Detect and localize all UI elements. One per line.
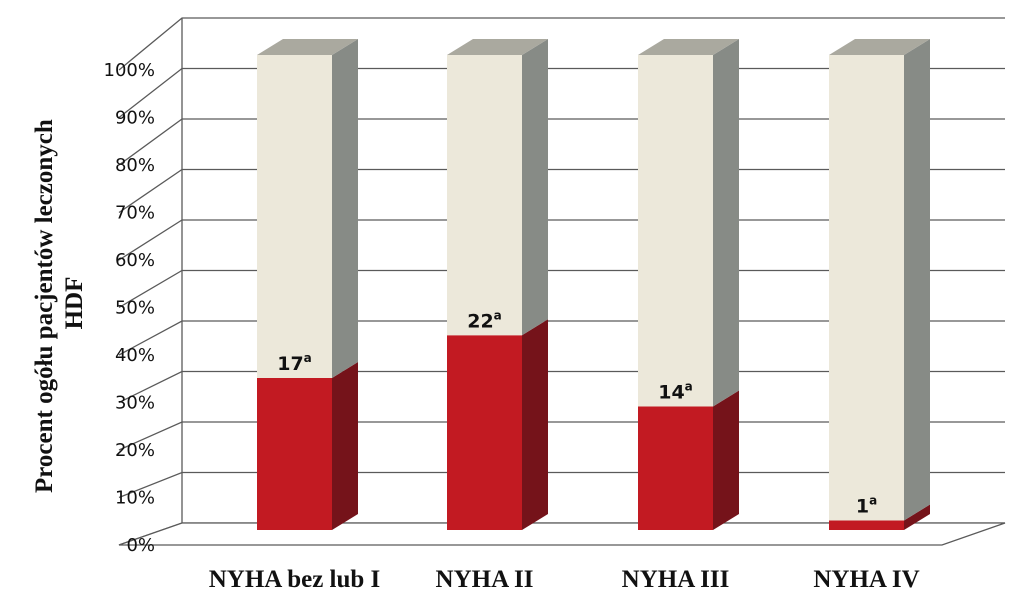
data-label-value: 14 — [658, 382, 684, 404]
y-tick-label: 10% — [115, 488, 155, 509]
data-label-sup: a — [685, 380, 693, 394]
x-tick-label: NYHA IV — [813, 566, 919, 593]
data-label: 22a — [467, 308, 502, 332]
bar-segment-front — [638, 55, 713, 407]
grid-layer — [118, 17, 1006, 546]
bar-segment-side — [522, 39, 548, 336]
chart-floor — [118, 522, 1006, 546]
y-tick-label: 40% — [115, 345, 155, 366]
data-label-sup: a — [304, 351, 312, 365]
bar-top — [829, 39, 930, 55]
y-tick-label: 80% — [115, 155, 155, 176]
x-tick-label: NYHA bez lub I — [209, 566, 381, 593]
data-label-sup: a — [869, 494, 877, 508]
bar-segment-side — [713, 39, 739, 407]
y-tick-labels: 0% 10% 20% 30% 40% 50% 60% 70% 80% 90% 100% — [104, 60, 155, 556]
x-tick-labels: NYHA bez lub I NYHA II NYHA III NYHA IV — [209, 566, 920, 593]
x-tick-label: NYHA II — [436, 566, 534, 593]
y-tick-label: 30% — [115, 393, 155, 414]
bar-segment-front — [447, 55, 522, 336]
data-label-value: 1 — [856, 496, 869, 518]
data-label: 1a — [856, 494, 877, 518]
bar-segment-side — [332, 362, 358, 530]
bar-segment-side — [904, 39, 930, 521]
data-label: 14a — [658, 380, 693, 404]
y-tick-label: 70% — [115, 203, 155, 224]
gridline — [118, 17, 1005, 71]
bar-segment-front — [257, 378, 332, 530]
y-axis-label-line-1: Procent ogółu pacjentów leczonych — [31, 119, 58, 493]
bar-top — [638, 39, 739, 55]
bar-segment-front — [447, 335, 522, 530]
y-axis-label: Procent ogółu pacjentów leczonych HDF — [31, 113, 88, 493]
bar-segment-front — [829, 55, 904, 521]
data-label-value: 22 — [467, 310, 493, 332]
y-tick-label: 60% — [115, 250, 155, 271]
bar-segment-front — [829, 520, 904, 530]
bar-segment-front — [257, 55, 332, 378]
bar-segment-side — [904, 504, 930, 530]
bar-top — [257, 39, 358, 55]
bar-top — [447, 39, 548, 55]
y-tick-label: 100% — [104, 60, 155, 81]
y-tick-label: 20% — [115, 440, 155, 461]
bar-segment-side — [522, 319, 548, 530]
bar-segment-side — [332, 39, 358, 378]
bars-layer — [257, 39, 930, 530]
data-label-value: 17 — [277, 353, 303, 375]
data-label-sup: a — [494, 308, 502, 322]
x-tick-label: NYHA III — [622, 566, 730, 593]
y-tick-label: 50% — [115, 298, 155, 319]
y-tick-label: 90% — [115, 108, 155, 129]
bar-segment-front — [638, 406, 713, 530]
bar-segment-side — [713, 390, 739, 530]
y-axis-label-line-2: HDF — [61, 277, 88, 330]
y-tick-label: 0% — [126, 535, 155, 556]
data-label: 17a — [277, 351, 312, 375]
